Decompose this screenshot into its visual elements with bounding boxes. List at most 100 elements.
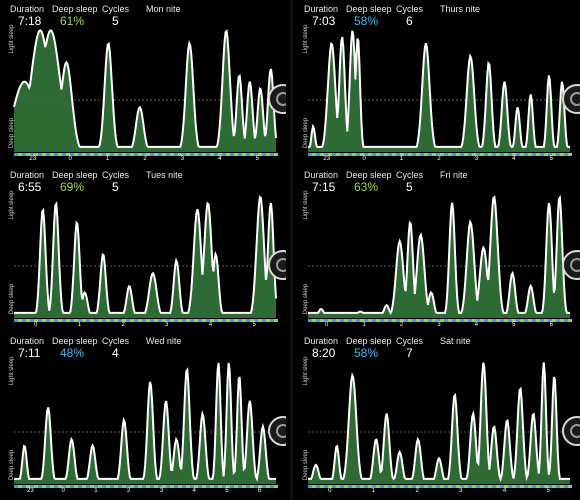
timeline-stripe: [440, 319, 444, 322]
timeline-stripe: [126, 485, 130, 488]
duration-value: 7:03: [312, 14, 336, 28]
sleep-toggle-button[interactable]: [268, 84, 286, 114]
timeline-stripe: [488, 485, 492, 488]
timeline-stripe: [34, 153, 38, 156]
night-panel-tues[interactable]: Duration 6:55 Deep sleep 69% Cycles 5 Tues nit…: [4, 168, 286, 330]
timeline-stripe: [512, 485, 516, 488]
timeline-stripe: [556, 153, 560, 156]
timeline-stripe: [162, 153, 166, 156]
timeline-stripe: [468, 485, 472, 488]
timeline-stripe: [488, 153, 492, 156]
timeline-stripe: [70, 153, 74, 156]
timeline-stripe: [504, 319, 508, 322]
timeline-stripe: [158, 319, 162, 322]
timeline-stripe: [130, 153, 134, 156]
duration-label: Duration: [304, 336, 339, 346]
timeline-stripe: [122, 153, 126, 156]
deep-sleep-value: 58%: [354, 14, 379, 28]
timeline-stripe: [376, 485, 380, 488]
timeline-stripe: [110, 319, 114, 322]
timeline-stripe: [258, 485, 262, 488]
timeline-stripe: [404, 319, 408, 322]
hour-tick-label: 4: [192, 488, 196, 494]
deep-sleep-value: 58%: [354, 346, 379, 360]
cycles-value: 7: [406, 346, 413, 360]
hour-tick-label: 23: [27, 488, 34, 494]
sleep-toggle-button[interactable]: [268, 416, 286, 446]
duration-label: Duration: [10, 170, 45, 180]
hour-tick-label: 0: [325, 322, 329, 328]
timeline-stripe: [480, 153, 484, 156]
timeline-stripe: [500, 319, 504, 322]
timeline-stripe: [364, 153, 368, 156]
timeline-stripe: [266, 153, 270, 156]
timeline-stripe: [452, 319, 456, 322]
timeline-stripe: [500, 153, 504, 156]
sleep-toggle-button[interactable]: [268, 250, 286, 280]
timeline-stripe: [492, 485, 496, 488]
night-panel-sat[interactable]: Duration 8:20 Deep sleep 58% Cycles 7 Sat nite…: [298, 334, 580, 496]
night-panel-wed[interactable]: Duration 7:11 Deep sleep 48% Cycles 4 Wed nite…: [4, 334, 286, 496]
timeline-stripe: [560, 485, 564, 488]
timeline-stripe: [206, 485, 210, 488]
timeline-stripe: [532, 153, 536, 156]
timeline-stripe: [242, 153, 246, 156]
timeline-stripe: [560, 153, 564, 156]
light-sleep-axis-label: Light sleep: [9, 356, 15, 386]
timeline-stripe: [170, 153, 174, 156]
sleep-toggle-button[interactable]: [562, 84, 580, 114]
timeline-stripe: [54, 485, 58, 488]
timeline-stripe: [424, 319, 428, 322]
timeline-stripe: [500, 485, 504, 488]
timeline-stripe: [166, 485, 170, 488]
timeline-stripe: [150, 319, 154, 322]
sleep-toggle-button[interactable]: [562, 416, 580, 446]
timeline-stripe: [324, 319, 328, 322]
night-name: Tues nite: [146, 170, 183, 180]
sleep-curve: [308, 194, 570, 316]
timeline-stripe: [98, 485, 102, 488]
timeline-stripe: [520, 153, 524, 156]
timeline-stripe: [508, 319, 512, 322]
timeline-stripe: [320, 319, 324, 322]
timeline-stripe: [194, 153, 198, 156]
timeline-stripe: [316, 485, 320, 488]
timeline-stripe: [174, 485, 178, 488]
cycles-value: 6: [406, 14, 413, 28]
timeline-stripe: [186, 485, 190, 488]
timeline-stripe: [66, 319, 70, 322]
timeline-stripe: [436, 485, 440, 488]
timeline-stripe: [182, 485, 186, 488]
timeline-stripe: [194, 319, 198, 322]
timeline-stripe: [400, 485, 404, 488]
timeline-stripe: [544, 319, 548, 322]
moon-ring-icon: [276, 258, 286, 272]
timeline-stripe: [238, 319, 242, 322]
timeline-stripe: [78, 319, 82, 322]
timeline-stripe: [182, 153, 186, 156]
light-sleep-axis-label: Light sleep: [303, 190, 309, 220]
timeline-stripe: [552, 153, 556, 156]
timeline-stripe: [512, 153, 516, 156]
timeline-stripe: [428, 485, 432, 488]
timeline-stripe: [194, 485, 198, 488]
timeline-stripe: [408, 319, 412, 322]
timeline-stripe: [98, 153, 102, 156]
timeline-stripe: [30, 153, 34, 156]
timeline-stripe: [186, 153, 190, 156]
timeline-stripe: [114, 319, 118, 322]
timeline-stripe: [516, 153, 520, 156]
night-name: Fri nite: [440, 170, 468, 180]
timeline-stripe: [524, 153, 528, 156]
timeline-stripe: [86, 485, 90, 488]
timeline-stripe: [568, 319, 572, 322]
night-panel-fri[interactable]: Duration 7:15 Deep sleep 63% Cycles 5 Fri nite…: [298, 168, 580, 330]
timeline-stripe: [54, 153, 58, 156]
night-panel-mon[interactable]: Duration 7:18 Deep sleep 61% Cycles 5 Mon nite…: [4, 2, 286, 164]
timeline-stripe: [564, 319, 568, 322]
night-panel-thurs[interactable]: Duration 7:03 Deep sleep 58% Cycles 6 Thurs ni…: [298, 2, 580, 164]
timeline-stripe: [368, 319, 372, 322]
timeline-stripe: [528, 485, 532, 488]
hour-tick-label: 4: [512, 156, 516, 162]
sleep-toggle-button[interactable]: [562, 250, 580, 280]
